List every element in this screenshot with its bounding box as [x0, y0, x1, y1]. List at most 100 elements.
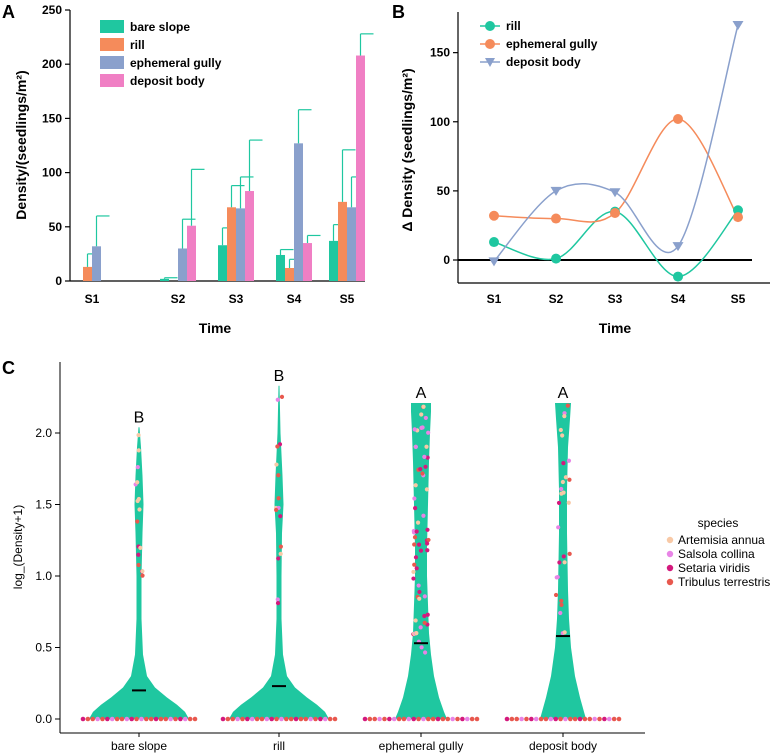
panel-a-letter: A	[2, 2, 15, 22]
panel-b-triangle-marker	[609, 188, 621, 198]
panel-c-point	[129, 716, 134, 722]
panel-b-triangle-marker	[488, 257, 500, 267]
panel-c-point	[426, 537, 431, 543]
panel-b-x-tick-label: S2	[549, 292, 564, 306]
panel-c-x-ticks: bare slope rill ephemeral gully deposit bod…	[111, 733, 597, 753]
panel-b-y-tick-label: 50	[437, 184, 451, 198]
panel-c-point	[616, 716, 622, 722]
panel-c-y-tick-label: 0.5	[35, 641, 52, 655]
panel-a-bar	[245, 191, 254, 281]
panel-c-point	[416, 716, 421, 722]
panel-c-point	[178, 716, 183, 722]
panel-a-y-label: Density/(seedlings/m²)	[13, 70, 29, 219]
panel-c-y-tick-label: 0.0	[35, 712, 52, 726]
panel-c-point	[148, 716, 154, 722]
panel-c-point	[264, 716, 270, 722]
panel-c-x-tick-label: bare slope	[111, 739, 167, 753]
panel-c-point	[276, 496, 281, 501]
panel-b-legend: rill ephemeral gully deposit body	[480, 19, 598, 69]
panel-c-point	[411, 716, 416, 722]
panel-a-x-tick-label: S1	[85, 292, 100, 306]
panel-c-point	[245, 716, 250, 722]
panel-c-significance-letter: A	[416, 385, 427, 402]
panel-c-point	[560, 433, 565, 438]
panel-c-point	[276, 473, 281, 478]
panel-a-x-tick-label: S4	[287, 292, 302, 306]
panel-c-point	[425, 548, 430, 553]
panel-c-point	[445, 716, 451, 722]
panel-c-point	[168, 716, 173, 722]
panel-b-legend-label: rill	[506, 19, 521, 33]
panel-c-point	[279, 716, 284, 722]
panel-c-point	[423, 415, 428, 421]
panel-a-y-ticks: 0 50 100 150 200 250	[42, 3, 70, 288]
panel-c-point	[558, 610, 563, 616]
panel-c-point	[318, 716, 323, 722]
panel-c-point	[543, 716, 549, 722]
panel-c-point	[105, 716, 110, 722]
panel-c-violins	[89, 385, 586, 719]
panel-a-y-tick-label: 100	[42, 166, 62, 180]
panel-c-point	[275, 600, 281, 606]
panel-a-bar	[227, 207, 236, 281]
panel-a-legend-swatch	[100, 20, 124, 33]
panel-c-point	[308, 716, 313, 722]
panel-c-y-tick-label: 1.5	[35, 498, 52, 512]
panel-c-point	[566, 500, 571, 505]
panel-b-circle-marker	[551, 213, 561, 224]
panel-c-point	[524, 716, 529, 722]
panel-c-point	[414, 566, 419, 571]
panel-c-letter: C	[2, 358, 15, 378]
panel-c-point	[562, 413, 567, 419]
panel-a-bar	[294, 143, 303, 281]
panel-c-point	[426, 716, 431, 722]
panel-c-point	[556, 525, 561, 530]
panel-c-point	[565, 403, 570, 408]
panel-a-bar	[83, 266, 92, 281]
panel-c-point	[254, 716, 260, 722]
panel-a-x-ticks: S1 S2 S3 S4 S5	[85, 292, 355, 306]
panel-c-point	[391, 716, 397, 722]
panel-c-point	[274, 716, 279, 722]
panel-c-point	[313, 716, 318, 722]
panel-a-bar	[160, 278, 169, 281]
panel-c-point	[538, 716, 544, 722]
panel-c-point	[416, 542, 422, 547]
panel-c-x-tick-label: rill	[273, 739, 285, 753]
panel-b-circle-marker	[551, 253, 561, 264]
panel-c-point	[412, 542, 417, 547]
panel-c-point	[424, 444, 429, 449]
panel-b-circle-marker	[489, 237, 499, 248]
panel-c-significance-letter: B	[134, 409, 145, 426]
panel-c-point	[276, 556, 281, 561]
panel-b-line-chart: B 0 50 100 150 S1 S2 S3 S4 S5 Δ Density (seedli…	[392, 2, 770, 336]
panel-c-y-ticks: 0.0 0.5 1.0 1.5 2.0	[35, 426, 60, 726]
panel-c-point	[553, 592, 559, 598]
panel-c-point	[412, 535, 418, 540]
panel-c-point	[548, 716, 554, 722]
panel-c-point	[424, 487, 430, 492]
panel-c-point	[568, 716, 573, 722]
panel-c-point	[567, 551, 572, 556]
panel-c-point	[322, 716, 328, 722]
panel-c-legend-label: Tribulus terrestris	[678, 575, 770, 589]
panel-a-bar	[338, 201, 347, 281]
panel-c-mean-markers	[132, 635, 570, 692]
panel-c-point	[519, 716, 524, 722]
panel-b-y-ticks: 0 50 100 150	[430, 46, 458, 267]
panel-c-legend-label: Artemisia annua	[678, 533, 765, 547]
panel-c-point	[109, 716, 115, 722]
panel-c-point	[423, 650, 428, 655]
panel-c-point	[406, 716, 412, 722]
panel-c-point	[504, 716, 510, 722]
panel-c-point	[560, 479, 565, 485]
panel-c-point	[182, 716, 188, 722]
panel-c-point	[124, 716, 130, 722]
panel-c-point	[225, 716, 231, 722]
panel-b-y-tick-label: 0	[443, 253, 450, 267]
panel-c-point	[275, 444, 280, 449]
panel-c-point	[413, 444, 418, 449]
panel-c-point	[562, 630, 567, 635]
panel-c-point	[561, 490, 566, 495]
